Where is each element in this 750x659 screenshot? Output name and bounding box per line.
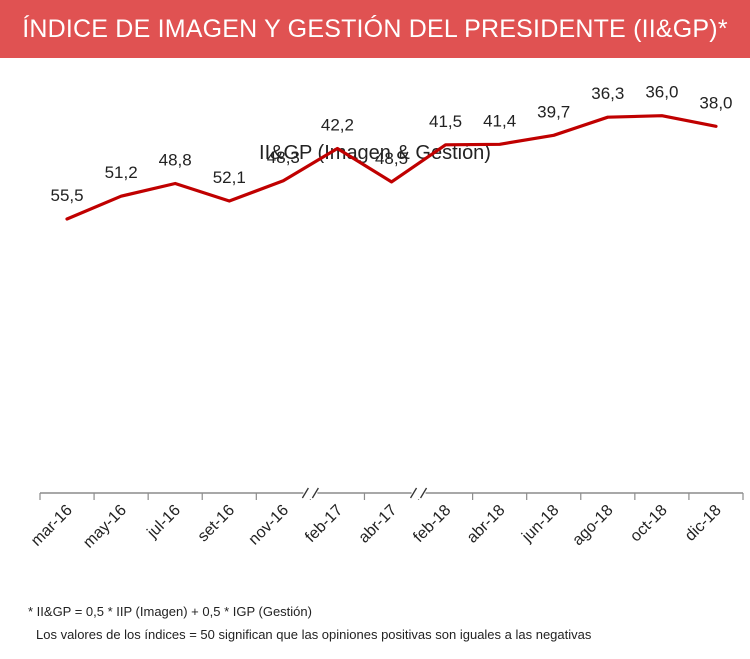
axis-break-mark: [409, 487, 418, 499]
x-tick-label: dic-18: [682, 502, 725, 545]
data-label: 41,5: [429, 112, 462, 131]
data-label: 41,4: [483, 111, 516, 130]
axis-break-mark: [301, 487, 309, 499]
x-tick-label: abr-18: [464, 502, 509, 547]
axis-break-mark: [419, 487, 428, 499]
x-tick-label: set-16: [195, 502, 239, 546]
data-label: 39,7: [537, 102, 570, 121]
line-chart: 55,5 51,2 48,8 52,1 48,3 42,2 48,5 41,5 41,4 39,7…: [28, 83, 744, 552]
data-label: 51,2: [105, 163, 138, 182]
x-tick-label: feb-18: [410, 502, 454, 546]
series-line: [65, 114, 718, 221]
data-label: 52,1: [213, 168, 246, 187]
x-tick-label: jun-18: [518, 502, 562, 546]
footnote-explanation: Los valores de los índices = 50 signific…: [36, 627, 592, 642]
data-label: 36,0: [645, 83, 678, 102]
data-label: 55,5: [50, 186, 83, 205]
x-tick-label: feb-17: [302, 502, 346, 546]
data-label: 48,3: [267, 148, 300, 167]
x-tick-label: ago-18: [569, 502, 616, 549]
x-tick-label: oct-18: [627, 502, 671, 546]
x-tick-label: mar-16: [28, 502, 76, 550]
data-label: 48,8: [159, 150, 192, 169]
x-tick-label: may-16: [80, 502, 130, 552]
axis-break-mark: [311, 487, 319, 499]
data-label: 36,3: [591, 84, 624, 103]
header-banner: ÍNDICE DE IMAGEN Y GESTIÓN DEL PRESIDENT…: [0, 0, 750, 58]
x-tick-label: nov-16: [246, 502, 293, 549]
x-tick-label: jul-16: [144, 502, 184, 542]
footnote-formula: * II&GP = 0,5 * IIP (Imagen) + 0,5 * IGP…: [28, 604, 312, 619]
chart-title: II&GP (Imagen & Gestión): [259, 142, 491, 164]
data-label: 38,0: [699, 93, 732, 112]
header-title: ÍNDICE DE IMAGEN Y GESTIÓN DEL PRESIDENT…: [22, 14, 728, 43]
data-label: 48,5: [375, 149, 408, 168]
x-tick-label: abr-17: [356, 502, 401, 547]
data-label: 42,2: [321, 116, 354, 135]
